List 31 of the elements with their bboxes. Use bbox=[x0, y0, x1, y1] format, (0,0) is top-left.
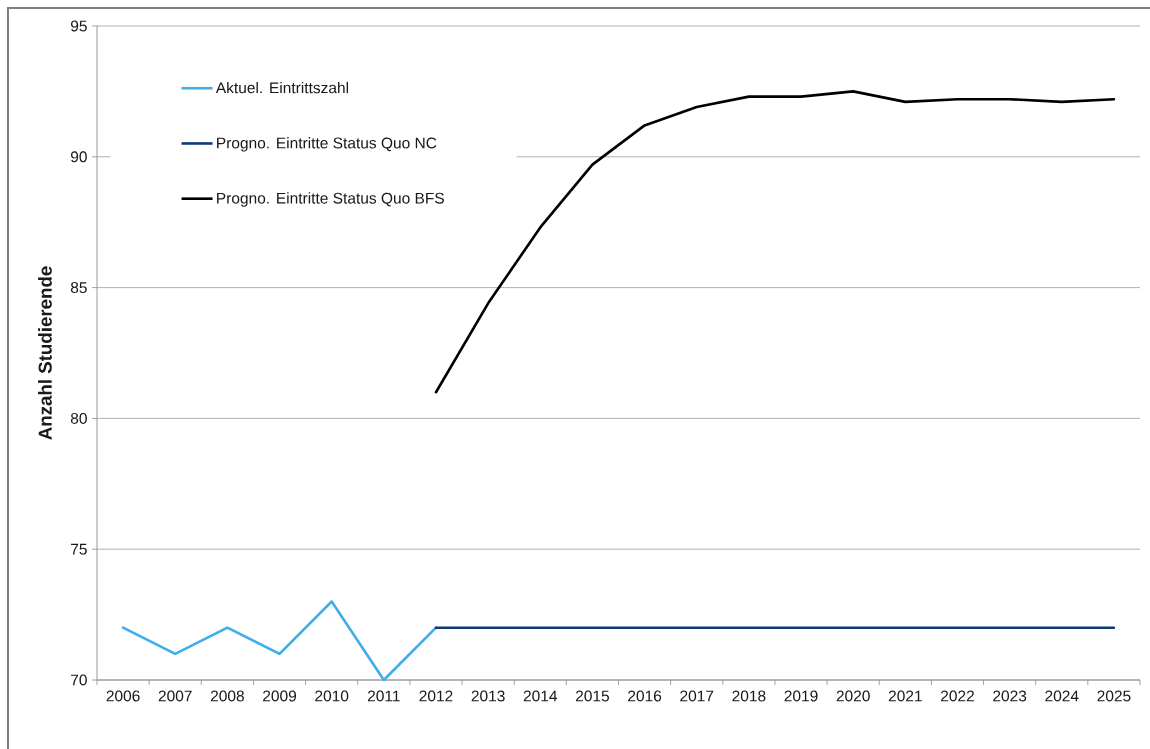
x-tick-label: 2024 bbox=[1045, 690, 1079, 702]
x-tick-label: 2006 bbox=[106, 690, 140, 702]
x-tick-label: 2012 bbox=[419, 690, 453, 702]
x-tick-label: 2022 bbox=[941, 690, 974, 702]
x-tick-label: 2023 bbox=[993, 690, 1027, 702]
legend-label: Progno. Eintritte Status Quo NC bbox=[217, 137, 437, 152]
x-tick-label: 2020 bbox=[836, 690, 870, 702]
x-tick-label: 2025 bbox=[1097, 690, 1131, 702]
x-tick-label: 2010 bbox=[315, 690, 349, 702]
legend-label: Progno. Eintritte Status Quo BFS bbox=[217, 192, 444, 207]
x-tick-label: 2011 bbox=[367, 690, 400, 702]
y-tick-label: 80 bbox=[70, 412, 87, 424]
x-tick-label: 2013 bbox=[471, 690, 505, 702]
x-tick-label: 2007 bbox=[158, 690, 192, 702]
y-tick-label: 75 bbox=[71, 543, 87, 555]
y-tick-label: 90 bbox=[70, 151, 87, 163]
x-tick-label: 2008 bbox=[210, 690, 244, 702]
x-tick-label: 2015 bbox=[575, 690, 610, 702]
x-tick-label: 2021 bbox=[888, 690, 922, 702]
y-axis-title: Anzahl Studierende bbox=[38, 266, 52, 440]
line-series bbox=[121, 600, 438, 682]
legend-label: Aktuel. Eintrittszahl bbox=[215, 81, 349, 94]
y-tick-label: 85 bbox=[70, 282, 87, 294]
x-tick-label: 2019 bbox=[784, 690, 818, 702]
y-tick-label: 95 bbox=[70, 20, 87, 32]
y-tick-label: 70 bbox=[71, 674, 87, 686]
x-tick-label: 2017 bbox=[680, 690, 714, 702]
x-tick-label: 2009 bbox=[263, 690, 297, 702]
x-tick-label: 2014 bbox=[523, 690, 558, 702]
x-tick-label: 2018 bbox=[732, 690, 766, 702]
x-tick-label: 2016 bbox=[628, 690, 662, 702]
